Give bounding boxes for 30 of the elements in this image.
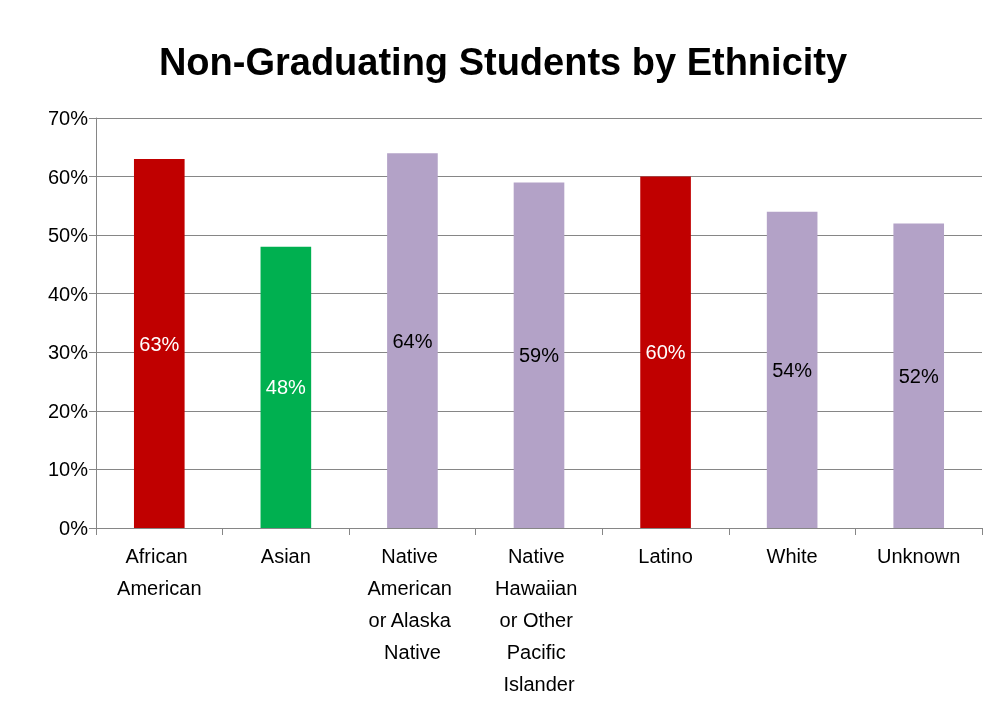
data-label: 54% — [772, 358, 813, 381]
data-label: 64% — [392, 329, 433, 352]
y-tick-label: 40% — [47, 282, 89, 305]
bar — [893, 223, 945, 528]
y-tick-label: 50% — [47, 224, 89, 247]
bar — [513, 182, 565, 528]
bar — [766, 211, 818, 528]
x-tick-label: Native Hawaiian or Other Pacific Islander — [495, 545, 583, 695]
x-tick-label: White — [766, 545, 818, 567]
bar — [387, 153, 438, 528]
x-tick-label: Unknown — [877, 545, 961, 567]
x-tick-label: African American — [117, 545, 202, 599]
bar — [640, 176, 691, 528]
data-label: 60% — [645, 341, 686, 364]
x-tick-label: Asian — [260, 545, 311, 567]
data-label: 63% — [139, 332, 180, 355]
chart-title: Non-Graduating Students by Ethnicity — [158, 41, 848, 83]
x-tick-label: Latino — [638, 545, 693, 567]
y-tick-label: 60% — [47, 165, 89, 188]
data-label: 48% — [265, 376, 307, 399]
y-tick-label: 0% — [59, 517, 89, 539]
y-tick-label: 70% — [47, 107, 89, 129]
data-label: 52% — [898, 364, 939, 387]
y-tick-label: 30% — [47, 341, 89, 364]
bar — [133, 159, 185, 528]
bar — [260, 246, 312, 528]
y-tick-label: 20% — [47, 399, 89, 422]
y-tick-label: 10% — [47, 458, 89, 481]
x-tick-label: Native American or Alaska Native — [367, 545, 458, 663]
data-label: 59% — [518, 344, 560, 367]
